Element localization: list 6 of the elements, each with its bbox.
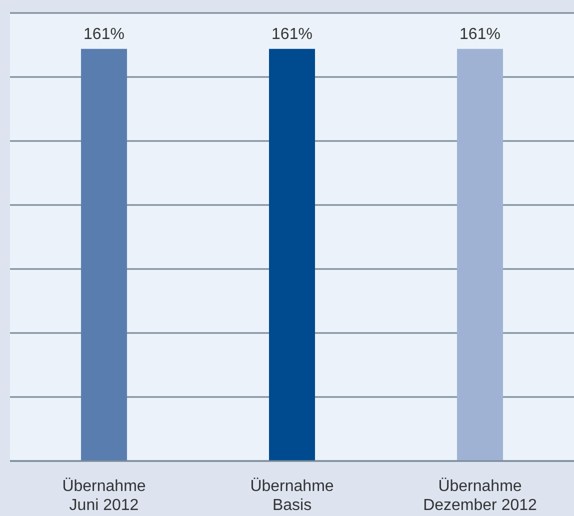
data-label: 161% [460,26,500,43]
x-tick-label: Übernahme Basis [250,477,334,514]
data-label: 161% [84,26,124,43]
x-tick-label: Übernahme Dezember 2012 [423,477,538,514]
x-tick-label: Übernahme Juni 2012 [62,477,146,514]
data-label: 161% [272,26,312,43]
